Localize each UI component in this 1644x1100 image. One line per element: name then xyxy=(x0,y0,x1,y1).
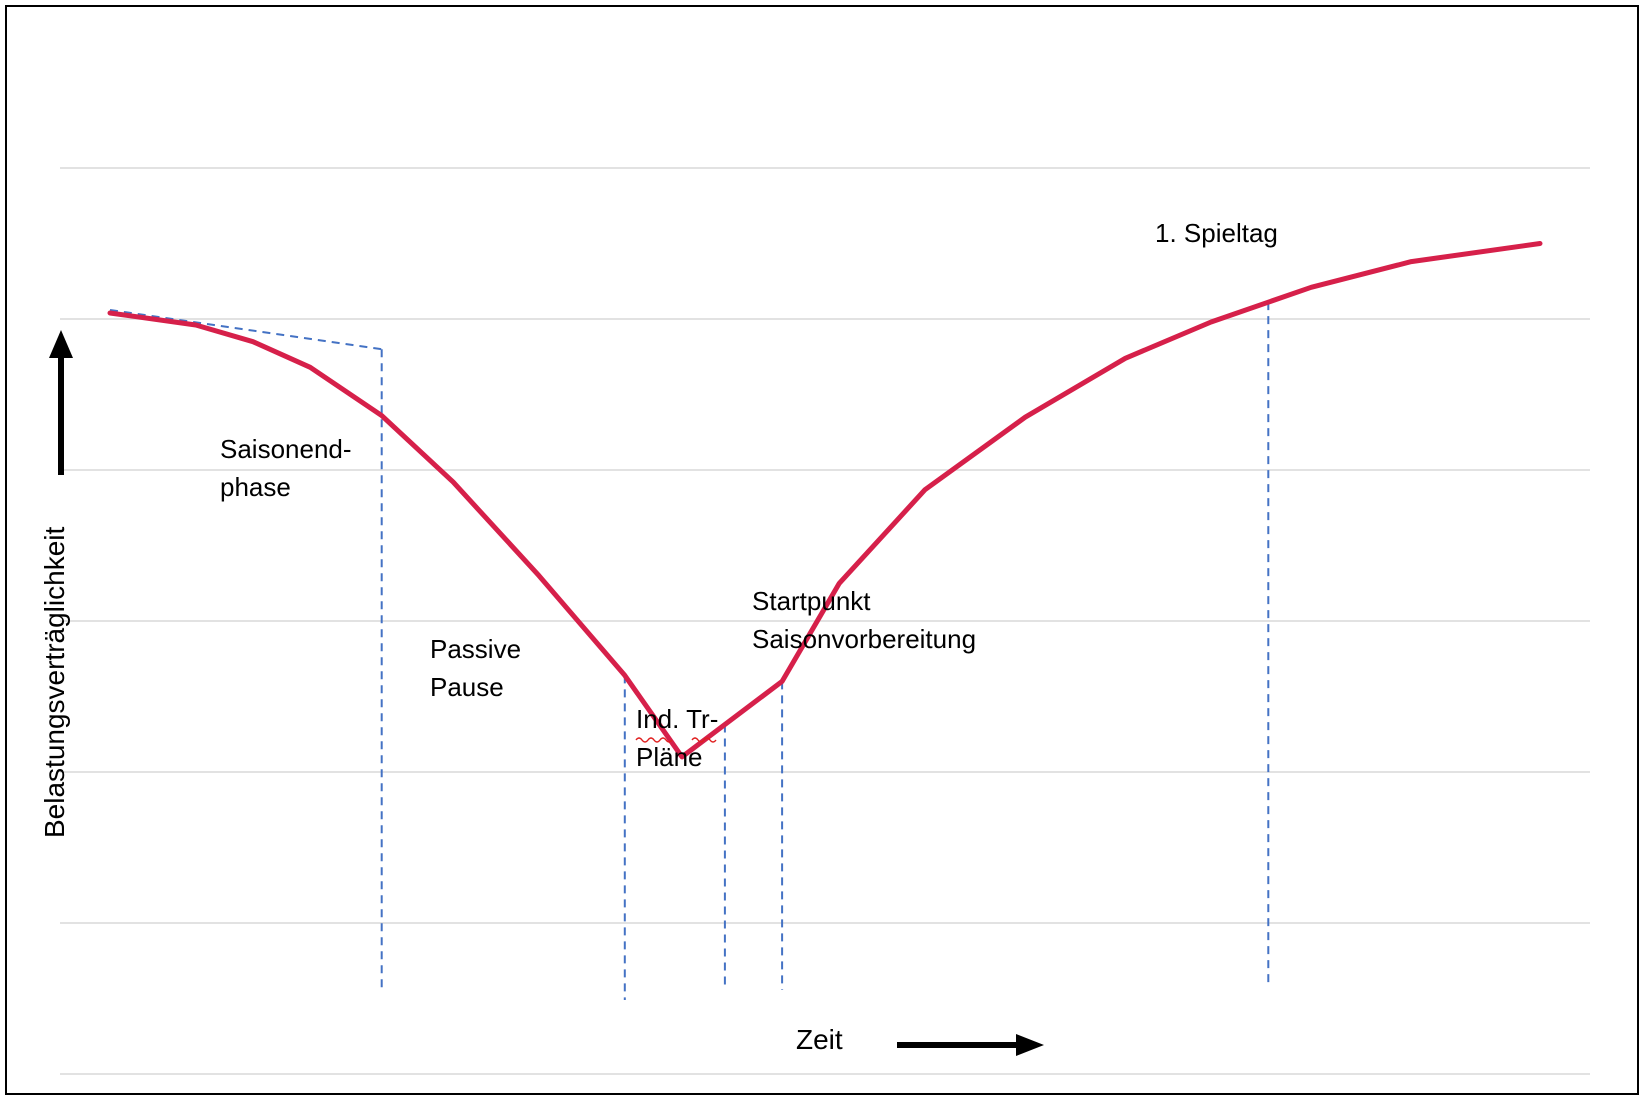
label-passive-pause-line: Pause xyxy=(430,672,504,702)
spellcheck-underline xyxy=(635,737,717,743)
phase-labels: Saisonend-phase Passive Pause Ind. Tr- Pläne… xyxy=(220,218,1278,772)
label-startpunkt-line: Saisonvorbereitung xyxy=(752,624,976,654)
label-saisonendphase: Saisonend-phase xyxy=(220,434,352,502)
label-ind-tr-plaene: Ind. Tr- Pläne xyxy=(636,704,718,772)
gridlines xyxy=(60,167,1590,1075)
y-axis-label: Belastungsverträglichkeit xyxy=(39,527,70,838)
label-passive-pause-line: Passive xyxy=(430,634,521,664)
label-startpunkt: Startpunkt Saisonvorbereitung xyxy=(752,586,976,654)
label-ind-tr-plaene-line: Ind. Tr- xyxy=(636,704,718,734)
x-axis-arrow-head xyxy=(1016,1034,1044,1056)
curve-group xyxy=(107,241,1543,760)
tangent-line xyxy=(109,308,382,351)
tangent-segment xyxy=(109,308,382,351)
label-passive-pause: Passive Pause xyxy=(430,634,521,702)
curve-line xyxy=(107,241,1543,760)
label-saisonendphase-line: Saisonend- xyxy=(220,434,352,464)
chart-frame xyxy=(5,5,1639,1095)
label-startpunkt-line: Startpunkt xyxy=(752,586,871,616)
label-saisonendphase-line: phase xyxy=(220,472,291,502)
phase-markers xyxy=(380,302,1270,1000)
label-1-spieltag-line: 1. Spieltag xyxy=(1155,218,1278,248)
x-axis-label: Zeit xyxy=(796,1024,843,1055)
label-1-spieltag: 1. Spieltag xyxy=(1155,218,1278,248)
label-ind-tr-plaene-line: Pläne xyxy=(636,742,703,772)
y-axis-arrow-head xyxy=(49,330,73,358)
